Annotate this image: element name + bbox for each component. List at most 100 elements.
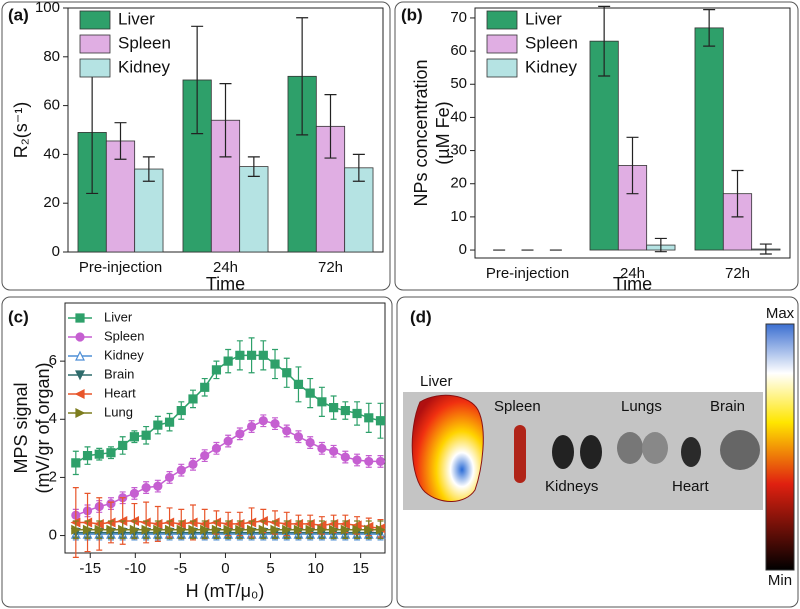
error-bar — [247, 156, 260, 177]
bar — [239, 166, 269, 253]
marker — [317, 524, 328, 535]
y-tick-label: 10 — [450, 208, 467, 225]
x-tick-label: 72h — [318, 259, 343, 276]
panel-border — [1, 1, 391, 291]
panel-border — [1, 296, 393, 608]
bar — [134, 168, 164, 253]
y-tick-label: 20 — [43, 194, 60, 211]
y-tick-label: 100 — [35, 0, 60, 16]
y-axis-label: NPs concentration — [411, 59, 431, 206]
legend-marker — [75, 332, 85, 342]
legend-marker — [75, 350, 85, 361]
marker — [129, 524, 140, 535]
marker — [223, 356, 233, 366]
x-tick-label: Pre-injection — [79, 259, 162, 276]
y-tick-label: 80 — [43, 48, 60, 65]
x-tick-label: 24h — [213, 259, 238, 276]
marker — [141, 524, 152, 535]
y-axis-label: (mV/gr of organ) — [33, 362, 53, 493]
image-panel: (d) Liver Spleen Lungs Brain Kidneys Hea… — [403, 305, 795, 589]
marker — [223, 524, 234, 535]
marker — [176, 465, 186, 475]
legend-marker — [75, 370, 85, 381]
marker — [282, 368, 292, 378]
marker — [293, 524, 304, 535]
y-tick-label: 0 — [52, 243, 60, 260]
legend-marker — [74, 389, 85, 399]
y-tick-label: 20 — [450, 175, 467, 192]
panel-label: (b) — [401, 5, 423, 24]
marker — [82, 451, 93, 461]
marker — [118, 440, 128, 451]
y-tick-label: 6 — [49, 352, 57, 369]
x-tick-label: 24h — [620, 265, 645, 282]
marker — [246, 421, 257, 432]
marker — [118, 524, 129, 535]
y-tick-label: 4 — [49, 410, 57, 427]
y-axis-label: (µM Fe) — [433, 101, 453, 164]
lung-image — [617, 432, 643, 464]
legend-swatch — [486, 34, 518, 54]
organ-label: Kidneys — [545, 478, 598, 495]
x-tick-label: 5 — [266, 560, 274, 577]
y-tick-label: 0 — [459, 241, 467, 258]
y-tick-label: 30 — [450, 142, 467, 159]
y-axis-label: R₂(s⁻¹) — [11, 102, 31, 158]
colorbar-label: Max — [766, 305, 795, 322]
marker — [188, 459, 198, 469]
marker — [293, 432, 304, 442]
marker — [188, 524, 199, 535]
y-tick-label: 70 — [450, 9, 467, 26]
y-tick-label: 0 — [49, 527, 57, 544]
panel-label: (a) — [8, 5, 29, 24]
marker — [200, 382, 210, 392]
marker — [329, 403, 339, 413]
marker — [176, 524, 187, 535]
marker — [246, 524, 257, 535]
marker — [153, 524, 164, 535]
marker — [200, 451, 210, 461]
organ-label: Liver — [420, 373, 453, 390]
marker — [235, 524, 246, 535]
bar — [344, 167, 374, 253]
marker — [364, 456, 374, 467]
error-bar — [654, 237, 667, 253]
x-tick-label: -15 — [79, 560, 101, 577]
x-tick-label: 10 — [307, 560, 324, 577]
heart-image — [681, 437, 701, 467]
organ-label: Heart — [672, 478, 710, 495]
y-tick-label: 40 — [43, 145, 60, 162]
marker — [71, 524, 82, 535]
legend-label: Kidney — [118, 57, 170, 76]
marker — [305, 437, 315, 448]
x-axis-label: Time — [613, 274, 652, 294]
organ-label: Lungs — [621, 398, 662, 415]
legend-swatch — [486, 10, 518, 30]
marker — [375, 416, 386, 426]
marker — [258, 524, 269, 535]
marker — [164, 524, 175, 535]
legend-label: Kidney — [104, 347, 144, 362]
marker — [211, 365, 222, 375]
panel-label: (d) — [410, 307, 432, 326]
y-axis-label: MPS signal — [11, 382, 31, 473]
marker — [211, 524, 222, 535]
y-tick-label: 40 — [450, 108, 467, 125]
y-tick-label: 60 — [450, 42, 467, 59]
marker — [317, 443, 327, 453]
error-bar — [598, 5, 611, 77]
error-bar — [142, 156, 155, 182]
panel-border — [394, 1, 799, 291]
marker — [176, 405, 186, 416]
marker — [270, 419, 280, 429]
x-tick-label: -10 — [124, 560, 146, 577]
colorbar — [765, 323, 795, 571]
marker — [352, 408, 362, 419]
marker — [282, 426, 292, 436]
marker — [82, 524, 93, 535]
marker — [329, 446, 339, 456]
error-bar — [191, 25, 204, 135]
marker — [153, 481, 163, 491]
marker — [153, 420, 163, 430]
marker — [246, 350, 257, 360]
